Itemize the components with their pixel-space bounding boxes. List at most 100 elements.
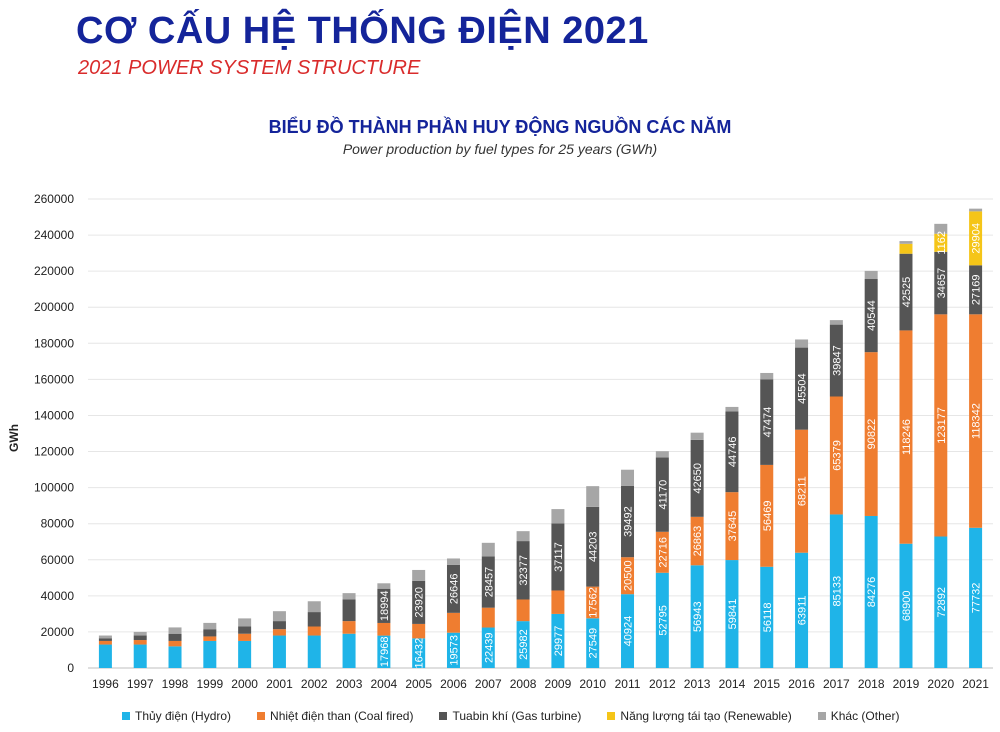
x-tick-label: 1996 [92,677,119,691]
bar-segment [168,627,182,634]
data-label: 59841 [727,599,739,630]
y-tick-label: 200000 [34,300,74,314]
x-tick-label: 2021 [962,677,989,691]
bar-segment [899,253,913,331]
data-label: 56469 [762,501,774,532]
bars [98,208,983,668]
data-label: 37117 [553,542,565,572]
bar-segment [829,324,843,397]
bar-segment [899,243,913,254]
bar-segment [342,621,356,634]
bar-segment [481,542,495,557]
data-label: 39492 [623,506,635,537]
bar-segment [238,633,252,641]
bar-segment [864,279,878,353]
x-tick-label: 2015 [753,677,780,691]
legend-item: Năng lượng tái tạo (Renewable) [607,709,792,723]
bar-segment [969,527,983,668]
bar-segment [133,631,147,636]
data-label: 118246 [901,419,913,455]
bar-segment [621,594,635,668]
data-label: 22439 [483,632,495,663]
data-label: 68211 [797,476,809,506]
bar-segment [690,516,704,566]
x-tick-label: 2016 [788,677,815,691]
data-label: 29977 [553,626,565,657]
x-tick-label: 2020 [927,677,954,691]
data-label: 28457 [483,567,495,598]
bar-segment [934,251,948,315]
data-labels: 17968 18994 16432 23920 19573 26646 22439 28457… [379,223,983,668]
x-tick-label: 2003 [336,677,363,691]
x-tick-label: 2019 [893,677,920,691]
x-tick-label: 2005 [405,677,432,691]
bar-segment [760,379,774,465]
data-label: 18994 [379,591,391,622]
x-tick-label: 2008 [510,677,537,691]
bar-segment [621,557,635,595]
bar-segment [795,339,809,348]
bar-segment [586,586,600,619]
bar-segment [342,599,356,622]
data-label: 118342 [971,403,983,439]
y-tick-label: 220000 [34,264,74,278]
legend-label: Năng lượng tái tạo (Renewable) [620,709,792,723]
x-tick-label: 1998 [162,677,189,691]
data-label: 40924 [623,616,635,647]
data-label: 123177 [936,407,948,444]
y-tick-label: 100000 [34,481,74,495]
chart-legend: Thủy điện (Hydro) Nhiệt điện than (Coal f… [122,709,899,723]
bar-segment [377,635,391,668]
legend-item: Khác (Other) [817,709,900,723]
data-label: 25982 [518,629,530,660]
bar-segment [203,629,217,637]
data-label: 17562 [588,587,600,618]
data-label: 29904 [971,223,983,254]
bar-segment [516,541,530,600]
bar-segment [760,464,774,567]
data-label: 34657 [936,268,948,299]
y-tick-label: 20000 [41,625,75,639]
bar-segment [725,406,739,412]
x-tick-label: 2012 [649,677,676,691]
legend-label: Thủy điện (Hydro) [135,709,232,723]
legend-label: Khác (Other) [830,709,900,723]
x-tick-label: 2014 [719,677,746,691]
data-label: 56118 [762,602,774,632]
bar-segment [864,352,878,516]
data-label: 65379 [831,440,843,471]
data-label: 41170 [657,480,669,510]
x-tick-label: 2001 [266,677,293,691]
page-title: CƠ CẤU HỆ THỐNG ĐIỆN 2021 [76,10,649,52]
bar-segment [655,572,669,668]
bar-segment [899,543,913,668]
bar-segment [412,638,426,668]
data-label: 56943 [692,601,704,632]
y-tick-label: 180000 [34,336,74,350]
bar-segment [307,626,321,636]
bar-segment [690,439,704,517]
bar-segment [655,451,669,458]
bar-segment [342,593,356,600]
bar-segment [307,612,321,627]
bar-segment [934,223,948,234]
data-label: 84276 [866,577,878,608]
data-label: 47474 [762,407,774,438]
bar-segment [203,640,217,668]
bar-segment [725,492,739,561]
y-tick-label: 140000 [34,408,74,422]
bar-segment [238,626,252,634]
x-tick-label: 2004 [371,677,398,691]
data-label: 63911 [797,595,809,625]
bar-segment [481,627,495,668]
chart-subtitle: Power production by fuel types for 25 ye… [342,141,658,157]
bar-segment [864,515,878,668]
legend-label: Nhiệt điện than (Coal fired) [270,709,414,723]
legend-label: Tuabin khí (Gas turbine) [452,709,582,723]
data-label: 37645 [727,511,739,542]
bar-segment [829,396,843,515]
data-label: 32377 [518,555,530,586]
data-label: 44203 [588,531,600,562]
bar-segment [446,632,460,668]
bar-segment [551,509,565,524]
